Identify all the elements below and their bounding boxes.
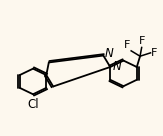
Text: Cl: Cl bbox=[27, 98, 39, 111]
Text: F: F bbox=[139, 36, 145, 46]
Text: F: F bbox=[151, 48, 158, 58]
Text: N: N bbox=[104, 47, 113, 60]
Text: N: N bbox=[113, 60, 121, 73]
Text: F: F bbox=[124, 40, 130, 50]
